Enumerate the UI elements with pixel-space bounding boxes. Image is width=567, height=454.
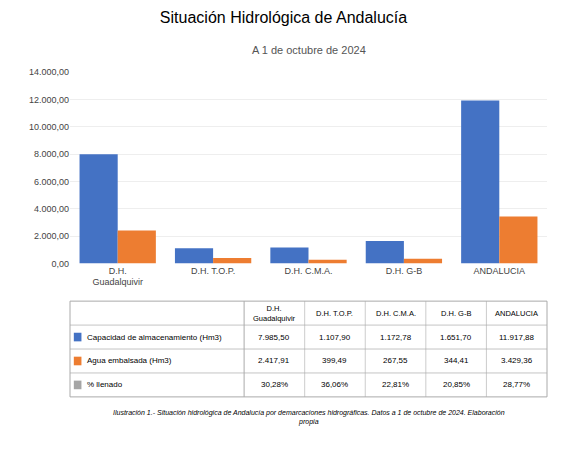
svg-text:7.985,50: 7.985,50	[258, 333, 290, 342]
svg-text:20,85%: 20,85%	[443, 380, 470, 389]
svg-text:1.172,78: 1.172,78	[380, 333, 412, 342]
svg-text:D.H.Guadalquivir: D.H.Guadalquivir	[92, 266, 143, 288]
svg-text:D.H.Guadalquivir: D.H.Guadalquivir	[253, 304, 296, 323]
svg-text:ANDALUCIA: ANDALUCIA	[474, 266, 526, 276]
svg-text:399,49: 399,49	[322, 356, 347, 365]
svg-text:D.H. C.M.A.: D.H. C.M.A.	[376, 309, 416, 318]
svg-text:Agua embalsada (Hm3): Agua embalsada (Hm3)	[87, 356, 172, 365]
svg-text:4.000,00: 4.000,00	[34, 204, 69, 214]
svg-text:D.H. T.O.P.: D.H. T.O.P.	[191, 266, 235, 276]
svg-text:D.H. T.O.P.: D.H. T.O.P.	[316, 309, 353, 318]
svg-text:1.651,70: 1.651,70	[440, 333, 472, 342]
svg-text:D.H. G-B: D.H. G-B	[441, 309, 471, 318]
svg-text:36,06%: 36,06%	[321, 380, 348, 389]
svg-text:30,28%: 30,28%	[261, 380, 288, 389]
svg-text:1.107,90: 1.107,90	[319, 333, 351, 342]
svg-text:22,81%: 22,81%	[382, 380, 409, 389]
svg-text:3.429,36: 3.429,36	[501, 356, 533, 365]
svg-text:Situación Hidrológica de Andal: Situación Hidrológica de Andalucía	[160, 9, 407, 26]
svg-text:12.000,00: 12.000,00	[29, 95, 69, 105]
svg-text:D.H. C.M.A.: D.H. C.M.A.	[284, 266, 332, 276]
svg-text:2.000,00: 2.000,00	[34, 231, 69, 241]
svg-text:6.000,00: 6.000,00	[34, 177, 69, 187]
svg-text:8.000,00: 8.000,00	[34, 149, 69, 159]
svg-text:14.000,00: 14.000,00	[29, 67, 69, 77]
svg-text:28,77%: 28,77%	[503, 380, 530, 389]
svg-text:A 1 de octubre de 2024: A 1 de octubre de 2024	[252, 44, 366, 56]
svg-text:Ilustración 1.- Situación hidr: Ilustración 1.- Situación hidrológica de…	[113, 409, 505, 426]
svg-text:D.H. G-B: D.H. G-B	[386, 266, 423, 276]
svg-text:% llenado: % llenado	[87, 380, 123, 389]
svg-text:ANDALUCIA: ANDALUCIA	[495, 309, 538, 318]
svg-text:2.417,91: 2.417,91	[258, 356, 290, 365]
svg-text:11.917,88: 11.917,88	[499, 333, 535, 342]
svg-text:0,00: 0,00	[51, 259, 69, 269]
svg-text:Capacidad de almacenamiento (H: Capacidad de almacenamiento (Hm3)	[87, 333, 222, 342]
svg-text:10.000,00: 10.000,00	[29, 122, 69, 132]
svg-text:267,55: 267,55	[383, 356, 408, 365]
svg-text:344,41: 344,41	[444, 356, 469, 365]
